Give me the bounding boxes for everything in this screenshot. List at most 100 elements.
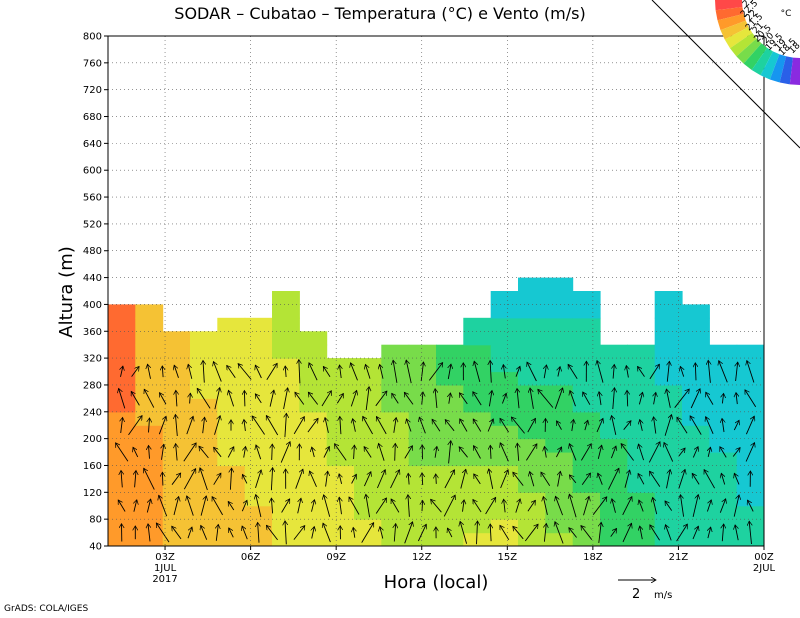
wind-arrow — [747, 361, 755, 383]
wind-arrow — [513, 526, 524, 540]
wind-arrow — [392, 393, 399, 404]
credit-label: GrADS: COLA/IGES — [4, 604, 89, 614]
temperature-cell — [682, 478, 710, 493]
wind-arrow — [500, 443, 509, 462]
wind-arrow — [511, 417, 525, 434]
wind-arrow — [336, 394, 344, 404]
wind-arrow — [312, 527, 315, 539]
wind-arrow — [448, 364, 451, 380]
wind-arrow — [390, 470, 400, 489]
wind-arrow — [704, 470, 715, 489]
wind-arrow — [680, 366, 683, 377]
temperature-cell — [518, 519, 546, 534]
temperature-cell — [545, 411, 574, 426]
colorbar-segment — [769, 54, 787, 83]
temperature-cell — [272, 452, 300, 467]
temperature-cell — [490, 371, 519, 386]
temperature-cell — [490, 411, 519, 426]
temperature-cell — [272, 371, 300, 386]
temperature-cell — [162, 478, 191, 493]
temperature-cell — [709, 384, 738, 399]
wind-arrow — [572, 419, 574, 432]
temperature-cell — [408, 478, 437, 493]
wind-arrow — [162, 366, 163, 378]
temperature-cell — [436, 411, 464, 426]
chart-title: SODAR – Cubatao – Temperatura (°C) e Ven… — [174, 4, 586, 23]
wind-arrow — [527, 418, 536, 433]
wind-arrow — [581, 473, 590, 485]
y-axis: 40 80 120 160 200 240 280 320 360 400 440 480 520 560… — [83, 32, 108, 553]
wind-arrow — [285, 366, 286, 378]
wind-arrow — [472, 419, 482, 432]
temperature-cell — [600, 519, 628, 534]
temperature-cell — [654, 478, 683, 493]
temperature-cell — [572, 398, 601, 413]
wind-arrow — [555, 496, 564, 516]
temperature-cell — [217, 358, 246, 373]
wind-arrow — [375, 498, 386, 514]
temperature-cell — [408, 505, 437, 520]
wind-arrow — [309, 363, 318, 381]
wind-arrow — [640, 526, 643, 540]
temperature-cell — [135, 371, 164, 386]
wind-arrow — [503, 365, 505, 379]
wind-arrow — [156, 523, 170, 543]
temperature-cell — [436, 452, 464, 467]
wind-arrow — [569, 444, 577, 461]
wind-arrow — [144, 389, 155, 408]
x-tick-label: 12Z — [412, 552, 432, 563]
wind-arrow — [732, 448, 740, 457]
x-tick-label: 18Z — [583, 552, 603, 563]
temperature-cell — [436, 384, 464, 399]
temperature-cell — [518, 465, 546, 480]
wind-arrow — [463, 500, 465, 512]
wind-arrow — [252, 416, 265, 435]
temperature-cell — [490, 304, 519, 319]
temperature-cell — [272, 398, 300, 413]
temperature-cell — [490, 331, 519, 346]
wind-arrow — [230, 468, 231, 490]
temperature-cell — [244, 478, 273, 493]
temperature-cell — [572, 465, 601, 480]
wind-arrow — [639, 500, 644, 512]
temperature-cell — [627, 492, 656, 507]
temperature-cell — [272, 519, 300, 534]
wind-arrow — [459, 447, 468, 458]
wind-arrow — [408, 495, 410, 517]
wind-arrow — [624, 470, 630, 488]
wind-arrow — [190, 393, 191, 404]
wind-arrow — [708, 527, 711, 539]
wind-arrow — [649, 525, 660, 541]
wind-arrow — [692, 447, 698, 458]
temperature-cell — [408, 425, 437, 440]
temperature-cell — [654, 505, 683, 520]
wind-arrow — [213, 362, 222, 382]
colorbar-segment — [736, 38, 762, 64]
vector-reference-value: 2 — [632, 587, 640, 602]
wind-arrow — [678, 448, 685, 457]
temperature-cell — [108, 438, 136, 453]
temperature-cell — [381, 505, 410, 520]
temperature-cell — [518, 411, 546, 426]
temperature-cell — [135, 398, 164, 413]
wind-arrow — [692, 526, 698, 540]
temperature-cell — [299, 425, 328, 440]
temperature-cell — [162, 532, 191, 546]
wind-arrow — [558, 367, 560, 377]
colorbar-segment — [751, 47, 773, 76]
temperature-cell — [518, 384, 546, 399]
wind-arrow — [299, 360, 300, 384]
y-axis-label: Altura (m) — [56, 246, 77, 338]
temperature-cell — [190, 344, 218, 359]
temperature-cell — [490, 317, 519, 332]
temperature-cell — [299, 465, 328, 480]
y-tick-label: 600 — [83, 166, 102, 177]
temperature-cell — [600, 452, 628, 467]
wind-arrow — [623, 421, 631, 430]
wind-arrow — [733, 420, 739, 431]
temperature-cell — [463, 411, 492, 426]
temperature-cell — [627, 532, 656, 546]
wind-arrow — [281, 499, 291, 513]
temperature-cell — [709, 398, 738, 413]
temperature-cell — [736, 532, 764, 546]
